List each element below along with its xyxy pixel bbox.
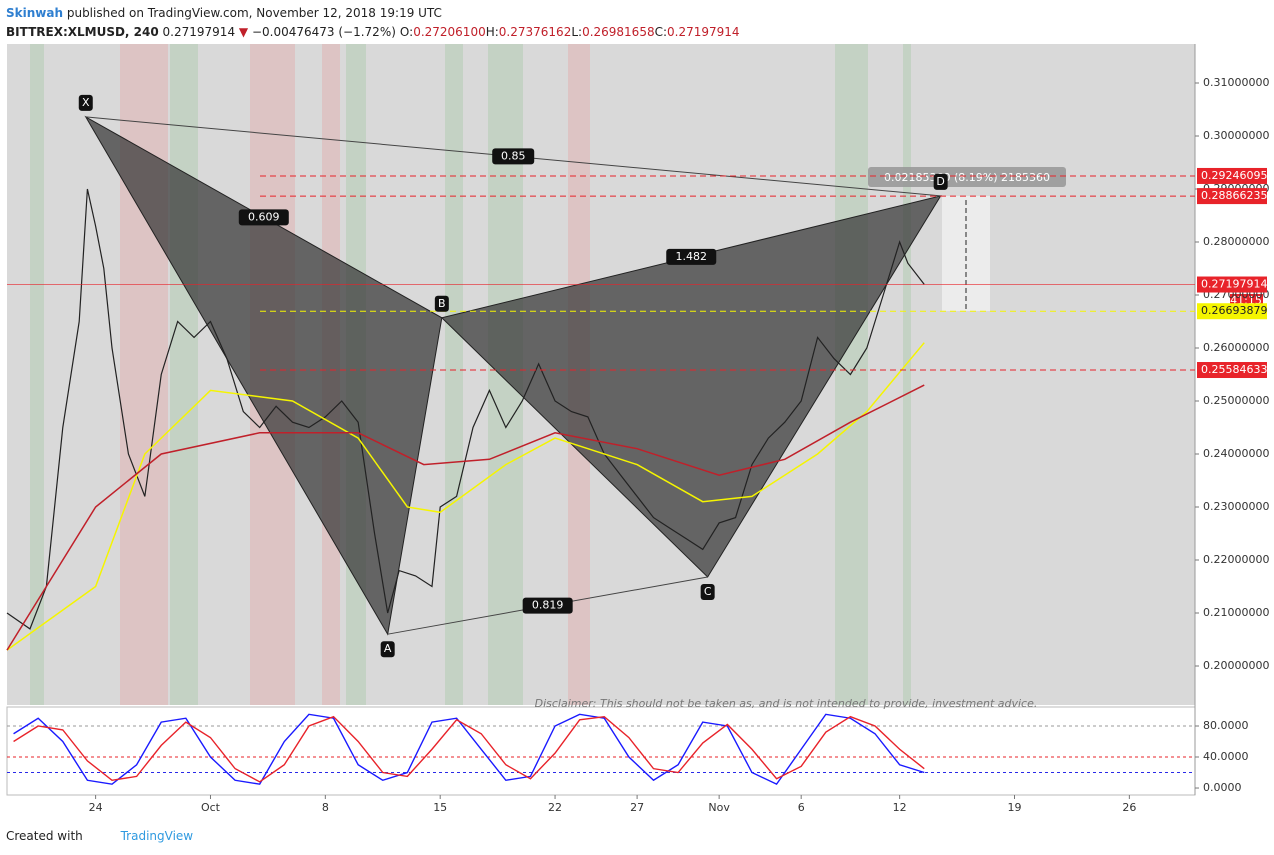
x-tick-label: 27	[630, 801, 644, 814]
symbol: BITTREX:XLMUSD, 240	[6, 25, 159, 39]
x-tick-label: 19	[1008, 801, 1022, 814]
price-level-box	[1197, 188, 1267, 205]
ratio-box	[238, 209, 289, 226]
ratio-box	[522, 597, 573, 614]
price-level-box	[1197, 362, 1267, 379]
y-tick-label: 0.28000000	[1203, 235, 1269, 248]
disclaimer: Disclaimer: This should not be taken as,…	[535, 697, 1038, 710]
measure-label: 0.02185360 (8.19%) 2185360	[884, 171, 1050, 184]
ohlc-value: 0.27197914	[667, 25, 740, 39]
author: Skinwah	[6, 6, 64, 20]
ohlc-label: L:	[571, 25, 583, 39]
y-tick-label: 0.20000000	[1203, 659, 1269, 672]
measure-label-box	[868, 167, 1066, 187]
price-level-label: 0.28866235	[1201, 189, 1267, 202]
y-tick-label: 0.26000000	[1203, 341, 1269, 354]
pattern-point-label: B	[438, 297, 446, 310]
brand: TradingView	[120, 829, 194, 843]
y-tick-label: 0.25000000	[1203, 394, 1269, 407]
price-level-box	[1197, 276, 1267, 293]
pattern-point-label: C	[704, 585, 712, 598]
pattern-point-label: A	[384, 642, 392, 655]
moving-average	[6, 384, 925, 651]
pattern-point-box	[380, 641, 395, 658]
pattern-point-box	[434, 295, 449, 312]
moving-average	[6, 342, 925, 651]
ohlc-label: O:	[399, 25, 414, 39]
price-level-label: 0.29246095	[1201, 169, 1267, 182]
ratio-box	[492, 148, 535, 165]
pattern-point-label: D	[936, 175, 944, 188]
header: Skinwah published on TradingView.com, No…	[6, 4, 740, 42]
y-tick-label: 0.22000000	[1203, 553, 1269, 566]
y-tick-label: 0.30000000	[1203, 129, 1269, 142]
pattern-point-label: X	[82, 96, 90, 109]
y-tick-label: 80.0000	[1203, 719, 1249, 732]
x-tick-label: Oct	[201, 801, 221, 814]
ratio-label: 1.482	[675, 250, 707, 263]
x-tick-label: 6	[798, 801, 805, 814]
published: published on TradingView.com, November 1…	[66, 6, 442, 20]
footer: Created with TradingView	[6, 829, 193, 843]
pattern-point-box	[700, 583, 715, 600]
price-level-box	[1197, 167, 1267, 184]
header-line-1: Skinwah published on TradingView.com, No…	[6, 4, 740, 23]
x-tick-label: 15	[433, 801, 447, 814]
x-tick-label: 26	[1122, 801, 1136, 814]
stoch-pane	[6, 706, 1196, 796]
ohlc-label: H:	[485, 25, 499, 39]
y-tick-label: 0.24000000	[1203, 447, 1269, 460]
pattern-point-box	[78, 94, 93, 111]
y-tick-label: 0.31000000	[1203, 76, 1269, 89]
stoch-line	[13, 715, 925, 783]
y-tick-label: 0.0000	[1203, 781, 1242, 794]
ratio-label: 0.85	[501, 149, 526, 162]
x-tick-label: 12	[893, 801, 907, 814]
x-tick-label: 24	[89, 801, 103, 814]
ohlc-label: C:	[654, 25, 668, 39]
x-tick-label: Nov	[708, 801, 730, 814]
ratio-label: 0.819	[532, 599, 564, 612]
pattern-point-box	[933, 173, 948, 190]
price-level-box	[1197, 303, 1267, 320]
x-tick-label: 22	[548, 801, 562, 814]
created-with: Created with	[6, 829, 83, 843]
x-tick-label: 8	[322, 801, 329, 814]
ohlc-value: 0.27376162	[498, 25, 572, 39]
ohlc-value: 0.26981658	[582, 25, 655, 39]
change: −0.00476473 (−1.72%)	[251, 25, 396, 39]
price-level-label: 0.27197914	[1201, 278, 1267, 291]
down-arrow: ▼	[238, 25, 249, 39]
price-level-label: 0.26693879	[1201, 304, 1267, 317]
measure-box	[942, 196, 990, 311]
price-level-label: 0.25584633	[1201, 363, 1267, 376]
ohlc-value: 0.27206100	[413, 25, 486, 39]
price-line	[6, 188, 925, 630]
y-tick-label: 0.21000000	[1203, 606, 1269, 619]
y-tick-label: 0.23000000	[1203, 500, 1269, 513]
last-price: 0.27197914	[162, 25, 236, 39]
ratio-label: 0.609	[248, 210, 280, 223]
ratio-box	[666, 248, 717, 265]
stoch-line	[13, 713, 925, 786]
header-line-2: BITTREX:XLMUSD, 240 0.27197914 ▼ −0.0047…	[6, 23, 740, 42]
y-tick-label: 40.0000	[1203, 750, 1249, 763]
